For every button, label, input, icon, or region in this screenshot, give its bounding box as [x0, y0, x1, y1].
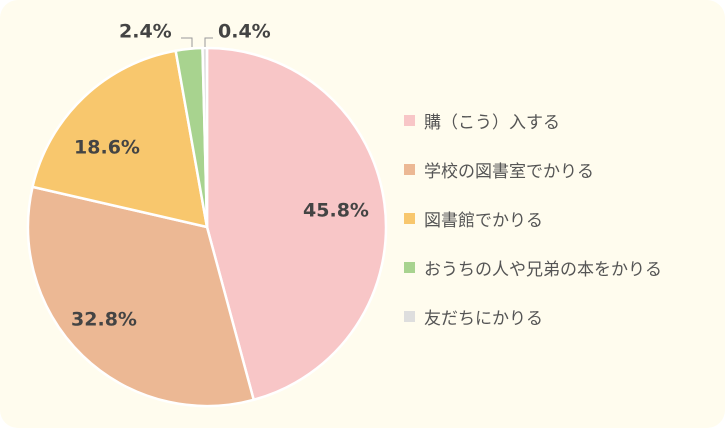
slice-label-5: 0.4%	[218, 21, 271, 43]
pie-slice-5	[201, 46, 209, 229]
slice-label-2: 32.8%	[71, 309, 137, 331]
pie-slice-2	[26, 185, 255, 408]
pie-slice-1	[205, 46, 388, 402]
pie-slices	[26, 46, 388, 408]
leader-lines	[181, 37, 213, 47]
legend-label-3: 図書館でかりる	[424, 211, 543, 231]
legend-item-4: おうちの人や兄弟の本をかりる	[404, 243, 662, 292]
legend-item-3: 図書館でかりる	[404, 194, 662, 243]
legend-item-5: 友だちにかりる	[404, 292, 662, 341]
legend-swatch-2	[404, 164, 415, 175]
legend-label-1: 購（こう）入する	[424, 113, 560, 133]
slice-label-1: 45.8%	[303, 200, 369, 222]
slice-labels: 45.8% 32.8% 18.6% 2.4% 0.4%	[71, 21, 369, 331]
legend-swatch-4	[404, 262, 415, 273]
legend-item-2: 学校の図書室でかりる	[404, 145, 662, 194]
leader-line-4	[181, 37, 193, 47]
legend-swatch-1	[404, 115, 415, 126]
legend-item-1: 購（こう）入する	[404, 96, 662, 145]
slice-label-3: 18.6%	[74, 137, 140, 159]
legend-swatch-3	[404, 213, 415, 224]
legend-label-4: おうちの人や兄弟の本をかりる	[424, 260, 662, 280]
pie-slice-3	[31, 49, 209, 229]
legend: 購（こう）入する学校の図書室でかりる 図書館でかりるおうちの人や兄弟の本をかりる友…	[404, 96, 662, 341]
legend-swatch-5	[404, 311, 415, 322]
slice-label-4: 2.4%	[119, 21, 172, 43]
leader-line-5	[204, 37, 213, 47]
legend-label-2: 学校の図書室でかりる	[424, 162, 594, 182]
legend-label-5: 友だちにかりる	[424, 309, 543, 329]
